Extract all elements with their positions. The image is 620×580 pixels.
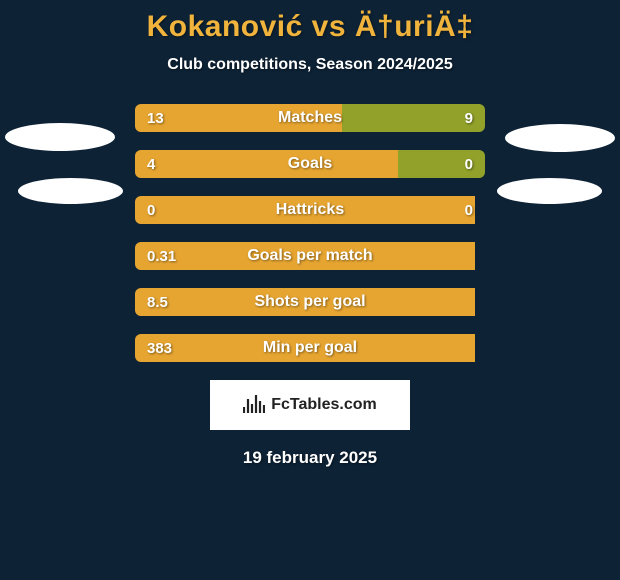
stats-container: Matches139 Goals40 Hattricks00 Goals per ma… — [0, 104, 620, 468]
bar-left — [135, 334, 475, 362]
date-text: 19 february 2025 — [0, 448, 620, 468]
stat-row: Matches139 — [135, 104, 485, 132]
bar-right — [398, 150, 486, 178]
bar-right — [342, 104, 486, 132]
bar-left — [135, 196, 475, 224]
bar-left — [135, 242, 475, 270]
bar-left — [135, 104, 342, 132]
stat-row: Min per goal383 — [135, 334, 485, 362]
bar-left — [135, 150, 398, 178]
photo-placeholder-left-1 — [5, 123, 115, 151]
subtitle: Club competitions, Season 2024/2025 — [0, 56, 620, 74]
page-title: Kokanović vs Ä†uriÄ‡ — [0, 0, 620, 44]
stat-row: Hattricks00 — [135, 196, 485, 224]
fctables-logo-text: FcTables.com — [271, 396, 377, 414]
stat-row: Goals per match0.31 — [135, 242, 485, 270]
stat-row: Shots per goal8.5 — [135, 288, 485, 316]
photo-placeholder-right-1 — [505, 124, 615, 152]
bar-left — [135, 288, 475, 316]
stat-row: Goals40 — [135, 150, 485, 178]
fctables-logo: FcTables.com — [210, 380, 410, 430]
photo-placeholder-left-2 — [18, 178, 123, 204]
chart-icon — [243, 393, 265, 418]
photo-placeholder-right-2 — [497, 178, 602, 204]
